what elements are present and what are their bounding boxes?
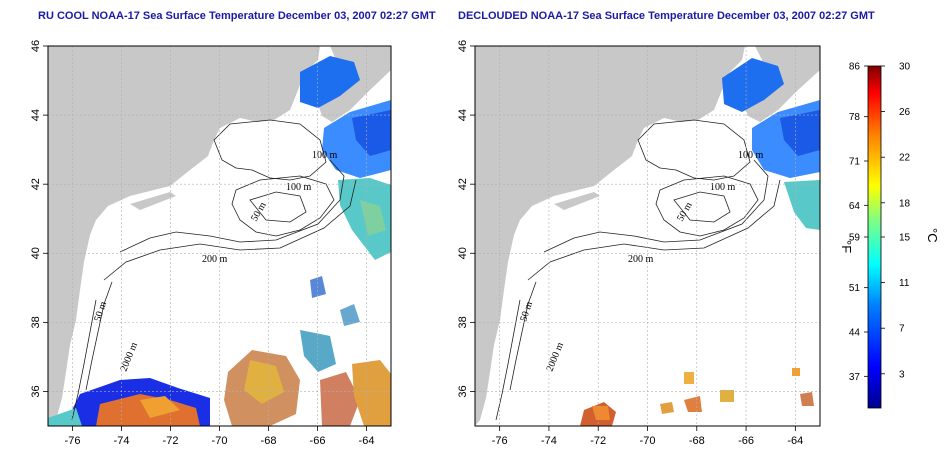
lon-tick-label: -64 — [359, 435, 375, 447]
celsius-tick-label: 26 — [899, 107, 911, 118]
lat-tick-label: 36 — [30, 385, 42, 397]
fahrenheit-tick-label: 59 — [849, 233, 861, 244]
left-map: 100 m 100 m 50 m 200 m 50 m 2000 m -76 -7… — [30, 40, 392, 447]
right-map: 100 m 100 m 50 m 200 m 50 m 2000 m -76 -7… — [457, 40, 821, 447]
lon-tick-label: -74 — [114, 435, 130, 447]
depth-label: 200 m — [628, 254, 654, 265]
fahrenheit-tick-label: 78 — [849, 112, 861, 123]
lon-tick-label: -66 — [738, 435, 754, 447]
left-map-title: RU COOL NOAA-17 Sea Surface Temperature … — [38, 10, 436, 22]
lat-tick-label: 42 — [30, 178, 42, 190]
lat-tick-label: 44 — [457, 109, 469, 121]
celsius-tick-label: 22 — [899, 153, 911, 164]
lon-tick-label: -64 — [787, 435, 803, 447]
right-axes: -76 -74 -72 -70 -68 -66 -64 36 38 40 42 44 46 — [457, 40, 803, 447]
bathymetry-contours — [495, 119, 781, 421]
left-axes: -76 -74 -72 -70 -68 -66 -64 36 38 40 42 44 46 — [30, 40, 375, 447]
long-island — [554, 192, 600, 210]
bathymetry-contours — [71, 119, 357, 421]
celsius-tick-label: 3 — [899, 369, 905, 380]
fahrenheit-tick-label: 71 — [849, 157, 861, 168]
lat-tick-label: 38 — [30, 316, 42, 328]
colorbar: 86 78 71 64 59 51 44 37 30 26 22 18 15 11 7 3 °F °C — [839, 62, 940, 409]
lon-tick-label: -68 — [689, 435, 705, 447]
colorbar-fahrenheit-ticks: 86 78 71 64 59 51 44 37 — [849, 62, 868, 383]
lon-tick-label: -76 — [492, 435, 508, 447]
lat-tick-label: 40 — [457, 247, 469, 259]
lon-tick-label: -68 — [261, 435, 277, 447]
depth-label: 200 m — [202, 254, 228, 265]
fahrenheit-tick-label: 44 — [849, 328, 861, 339]
fahrenheit-unit-label: °F — [839, 240, 854, 253]
depth-label: 100 m — [710, 182, 736, 193]
sst-clear-patches — [580, 58, 820, 426]
right-map-title: DECLOUDED NOAA-17 Sea Surface Temperatur… — [458, 10, 875, 22]
lat-tick-label: 46 — [457, 40, 469, 52]
depth-label: 100 m — [738, 150, 764, 161]
celsius-tick-label: 7 — [899, 324, 905, 335]
fahrenheit-tick-label: 51 — [849, 283, 861, 294]
lat-tick-label: 44 — [30, 109, 42, 121]
celsius-tick-label: 15 — [899, 233, 911, 244]
lat-tick-label: 38 — [457, 316, 469, 328]
long-island — [130, 192, 176, 210]
lon-tick-label: -74 — [541, 435, 557, 447]
celsius-tick-label: 30 — [899, 62, 911, 73]
fahrenheit-tick-label: 64 — [849, 201, 861, 212]
celsius-tick-label: 18 — [899, 198, 911, 209]
celsius-tick-label: 11 — [899, 278, 910, 289]
lon-tick-label: -72 — [163, 435, 179, 447]
land-mass — [48, 46, 320, 426]
fahrenheit-tick-label: 37 — [849, 372, 861, 383]
lon-tick-label: -70 — [212, 435, 228, 447]
lon-tick-label: -70 — [640, 435, 656, 447]
celsius-unit-label: °C — [925, 228, 940, 243]
land-mass — [475, 46, 745, 426]
lon-tick-label: -72 — [590, 435, 606, 447]
lat-tick-label: 40 — [30, 247, 42, 259]
left-graticule — [48, 45, 391, 426]
colorbar-celsius-ticks: 30 26 22 18 15 11 7 3 — [881, 62, 911, 380]
lon-tick-label: -66 — [310, 435, 326, 447]
lat-tick-label: 42 — [457, 178, 469, 190]
lat-tick-label: 36 — [457, 385, 469, 397]
depth-label: 100 m — [312, 150, 338, 161]
fahrenheit-tick-label: 86 — [849, 62, 861, 73]
lat-tick-label: 46 — [30, 40, 42, 52]
depth-label: 100 m — [286, 182, 312, 193]
sst-cloud-patches — [48, 56, 391, 426]
lon-tick-label: -76 — [65, 435, 81, 447]
colorbar-gradient — [867, 65, 882, 409]
